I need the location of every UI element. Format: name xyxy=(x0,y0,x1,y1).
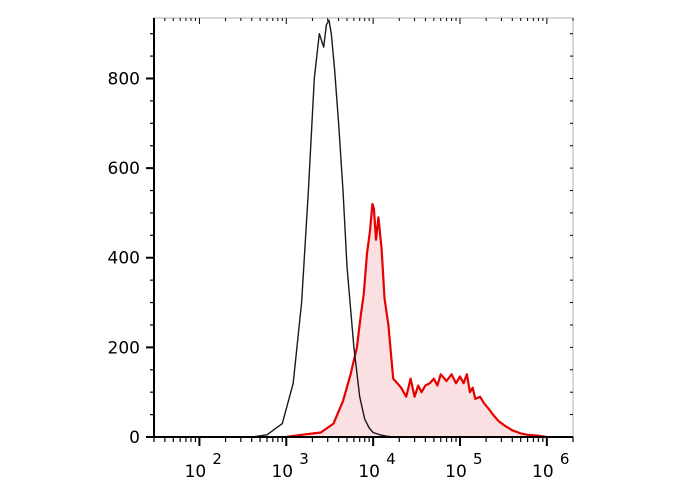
axes-layer: 0 200 400 600 800 10 2 10 3 10 4 10 5 10 6 xyxy=(108,18,574,482)
y-tick-label: 800 xyxy=(108,69,140,89)
series-layer xyxy=(251,19,548,439)
y-tick-label: 0 xyxy=(129,428,140,448)
series-0-line xyxy=(251,19,403,438)
series-1-line xyxy=(286,202,548,439)
x-tick-label: 10 xyxy=(271,462,293,482)
x-tick-exponent: 3 xyxy=(299,450,309,468)
x-tick-label: 10 xyxy=(185,462,207,482)
x-tick-label: 10 xyxy=(445,462,467,482)
x-tick-label: 10 xyxy=(532,462,554,482)
x-tick-exponent: 6 xyxy=(560,450,570,468)
y-tick-label: 400 xyxy=(108,249,140,269)
x-tick-exponent: 4 xyxy=(386,450,396,468)
y-tick-label: 200 xyxy=(108,338,140,358)
x-tick-exponent: 5 xyxy=(473,450,483,468)
series-1-fill xyxy=(286,204,547,437)
x-tick-label: 10 xyxy=(358,462,380,482)
y-tick-label: 600 xyxy=(108,159,140,179)
x-tick-exponent: 2 xyxy=(212,450,222,468)
